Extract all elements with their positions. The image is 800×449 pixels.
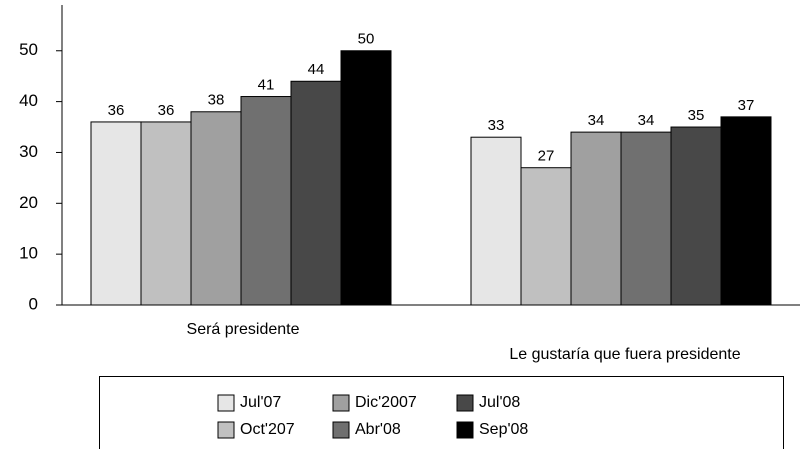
bar xyxy=(720,116,772,306)
data-label: 36 xyxy=(108,102,125,119)
legend-swatch xyxy=(217,394,235,412)
legend-swatch xyxy=(332,421,350,439)
x-tick-label: Le gustaría que fuera presidente xyxy=(509,346,740,363)
y-tick-label: 20 xyxy=(19,193,38,212)
y-tick-label: 10 xyxy=(19,244,38,263)
x-tick-label: Será presidente xyxy=(187,321,300,338)
legend-label: Oct'207 xyxy=(240,421,295,438)
data-label: 34 xyxy=(588,112,605,129)
data-label: 27 xyxy=(538,148,555,165)
bar xyxy=(470,136,522,306)
bar xyxy=(190,111,242,306)
data-label: 37 xyxy=(738,97,755,114)
bar xyxy=(140,121,192,306)
bar xyxy=(620,131,672,306)
legend-swatch xyxy=(456,421,474,439)
data-label: 36 xyxy=(158,102,175,119)
legend-swatch xyxy=(217,421,235,439)
bar xyxy=(570,131,622,306)
data-label: 44 xyxy=(308,61,325,78)
data-label: 41 xyxy=(258,76,275,93)
legend-box xyxy=(99,376,784,449)
y-tick-label: 40 xyxy=(19,91,38,110)
bar xyxy=(290,80,342,306)
legend-label: Sep'08 xyxy=(479,421,528,438)
bar xyxy=(240,96,292,306)
y-tick-label: 0 xyxy=(29,294,38,313)
data-label: 50 xyxy=(358,31,375,48)
bar xyxy=(340,50,392,306)
data-label: 33 xyxy=(488,117,505,134)
y-tick-label: 30 xyxy=(19,142,38,161)
y-tick-label: 50 xyxy=(19,40,38,59)
data-label: 34 xyxy=(638,112,655,129)
legend-label: Jul'07 xyxy=(240,394,281,411)
bar xyxy=(670,126,722,306)
bar xyxy=(520,167,572,306)
legend-swatch xyxy=(456,394,474,412)
legend-label: Jul'08 xyxy=(479,394,520,411)
legend-label: Dic'2007 xyxy=(355,394,417,411)
legend-swatch xyxy=(332,394,350,412)
data-label: 38 xyxy=(208,92,225,109)
data-label: 35 xyxy=(688,107,705,124)
bar xyxy=(90,121,142,306)
legend-label: Abr'08 xyxy=(355,421,401,438)
